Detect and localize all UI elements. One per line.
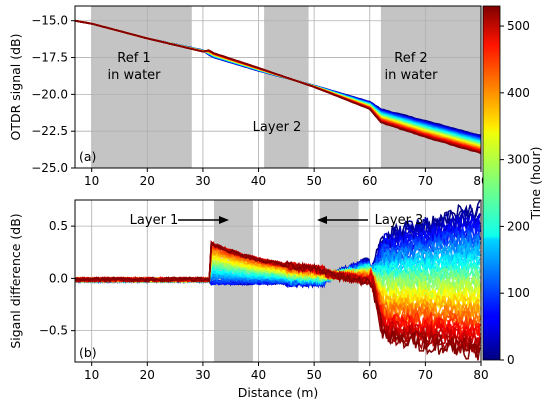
layer1-arrow-head [219,216,229,224]
ref2-label-line2: in water [384,68,438,83]
colorbar-tick-label: 0 [507,353,515,367]
a-panel-label: (a) [79,149,96,164]
b-xtick-label: 80 [473,368,488,382]
b-ytick-label: 0.5 [49,219,68,233]
b-x-ticks: 10 20 30 40 50 60 70 80 [84,362,489,382]
layer3-label: Layer 3 [375,213,424,228]
b-panel-label: (b) [79,345,97,360]
a-xtick-label: 60 [362,174,377,188]
b-y-ticks: −0.5 0.0 0.5 [39,219,75,338]
a-xtick-label: 50 [307,174,322,188]
a-x-ticks: 10 20 30 40 50 60 70 80 [84,168,489,188]
colorbar-tick-label: 500 [507,19,530,33]
a-trace [75,20,481,155]
colorbar-tick-label: 100 [507,286,530,300]
colorbar-tick-label: 300 [507,153,530,167]
a-xtick-label: 30 [195,174,210,188]
layer1-label: Layer 1 [130,213,179,228]
a-ylabel: OTDR signal (dB) [8,34,23,141]
b-xtick-label: 70 [418,368,433,382]
a-traces [75,19,481,155]
panel-b: −0.5 0.0 0.5 10 20 30 40 50 60 70 80 Siganl diffe… [8,199,489,400]
colorbar-label: Time (hour) [528,147,543,221]
colorbar: 0 100 200 300 400 500 Time (hour) [482,5,543,367]
a-ytick-label: −17.5 [31,51,68,65]
b-xtick-label: 10 [84,368,99,382]
b-trace [75,240,481,361]
layer2-label: Layer 2 [253,120,302,135]
b-traces [75,200,481,361]
colorbar-ticks: 0 100 200 300 400 500 [500,19,530,367]
b-ytick-label: 0.0 [49,271,68,285]
b-ylabel: Siganl difference (dB) [8,213,23,348]
b-xtick-label: 50 [307,368,322,382]
ref1-label-line1: Ref 1 [117,51,150,66]
b-ytick-label: −0.5 [39,324,68,338]
b-xtick-label: 60 [362,368,377,382]
colorbar-tick-label: 200 [507,219,530,233]
b-xlabel: Distance (m) [238,385,319,400]
b-xtick-label: 30 [195,368,210,382]
a-axes-frame [74,5,482,169]
a-xtick-label: 40 [251,174,266,188]
b-xtick-label: 40 [251,368,266,382]
a-y-ticks: −25.0 −22.5 −20.0 −17.5 −15.0 [31,14,75,175]
panel-a: −25.0 −22.5 −20.0 −17.5 −15.0 10 20 30 40 50 60 70… [8,5,489,188]
a-shade-1 [264,6,309,168]
a-shaded-regions [91,6,481,168]
a-ytick-label: −25.0 [31,161,68,175]
colorbar-gradient [482,5,501,361]
a-ytick-label: −15.0 [31,14,68,28]
b-xtick-label: 20 [140,368,155,382]
a-shade-0 [91,6,192,168]
a-xtick-label: 70 [418,174,433,188]
layer3-arrow-head [317,216,327,224]
colorbar-tick-label: 400 [507,86,530,100]
b-axes-frame [74,199,482,363]
a-ytick-label: −22.5 [31,124,68,138]
a-ytick-label: −20.0 [31,87,68,101]
ref1-label-line2: in water [107,68,161,83]
ref2-label-line1: Ref 2 [394,51,427,66]
a-xtick-label: 20 [140,174,155,188]
a-xtick-label: 10 [84,174,99,188]
